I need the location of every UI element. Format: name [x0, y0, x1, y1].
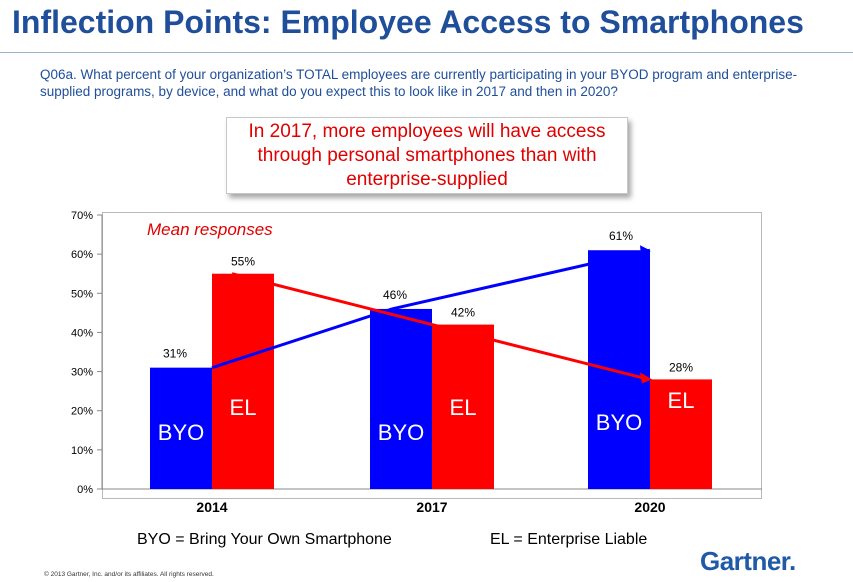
bar-label-byo-2020: BYO: [596, 410, 642, 435]
data-label-byo-2017: 46%: [383, 288, 407, 302]
page-title: Inflection Points: Employee Access to Sm…: [12, 4, 804, 40]
bar-label-el-2020: EL: [668, 388, 695, 413]
trend-line-el: [231, 272, 646, 380]
bar-byo-2017: [370, 308, 432, 489]
y-tick-label: 40%: [71, 327, 93, 339]
bar-label-el-2017: EL: [450, 395, 477, 420]
title-divider: [0, 52, 853, 53]
y-tick-label: 50%: [71, 288, 93, 300]
annotation-mean-responses: Mean responses: [147, 220, 273, 239]
data-label-byo-2014: 31%: [163, 347, 187, 361]
trend-arrowhead-byo: [640, 245, 650, 257]
bar-el-2017: [432, 324, 494, 489]
data-label-el-2014: 55%: [231, 255, 255, 269]
x-tick-label-2017: 2017: [416, 499, 447, 515]
bar-label-byo-2017: BYO: [378, 420, 424, 445]
trend-arrowhead-el: [640, 372, 652, 384]
bar-el-2014: [212, 273, 274, 489]
copyright: © 2013 Gartner, Inc. and/or its affiliat…: [44, 571, 214, 578]
bar-el-2020: [650, 379, 712, 489]
legend-byo: BYO = Bring Your Own Smartphone: [137, 531, 392, 548]
bar-byo-2014: [150, 367, 212, 489]
trend-line-byo: [211, 248, 651, 370]
y-tick-label: 60%: [71, 249, 93, 261]
data-label-byo-2020: 61%: [609, 229, 633, 243]
bar-label-byo-2014: BYO: [158, 420, 204, 445]
legend-el: EL = Enterprise Liable: [490, 531, 648, 548]
data-label-el-2017: 42%: [451, 306, 475, 320]
logo-text: Gartner: [700, 546, 790, 576]
gartner-logo: Gartner.: [700, 546, 796, 576]
y-tick-label: 70%: [71, 210, 93, 222]
data-label-el-2020: 28%: [669, 360, 693, 374]
y-tick-label: 20%: [71, 406, 93, 418]
bar-byo-2020: [588, 250, 650, 489]
survey-question: Q06a. What percent of your organization’…: [40, 67, 798, 99]
x-tick-label-2014: 2014: [196, 499, 227, 515]
callout-text: In 2017, more employees will have access…: [248, 120, 606, 190]
y-tick-label: 10%: [71, 445, 93, 457]
callout-box: In 2017, more employees will have access…: [226, 117, 628, 194]
bar-label-el-2014: EL: [230, 395, 257, 420]
y-tick-label: 0%: [77, 484, 93, 496]
x-tick-label-2020: 2020: [634, 499, 665, 515]
y-tick-label: 30%: [71, 367, 93, 379]
